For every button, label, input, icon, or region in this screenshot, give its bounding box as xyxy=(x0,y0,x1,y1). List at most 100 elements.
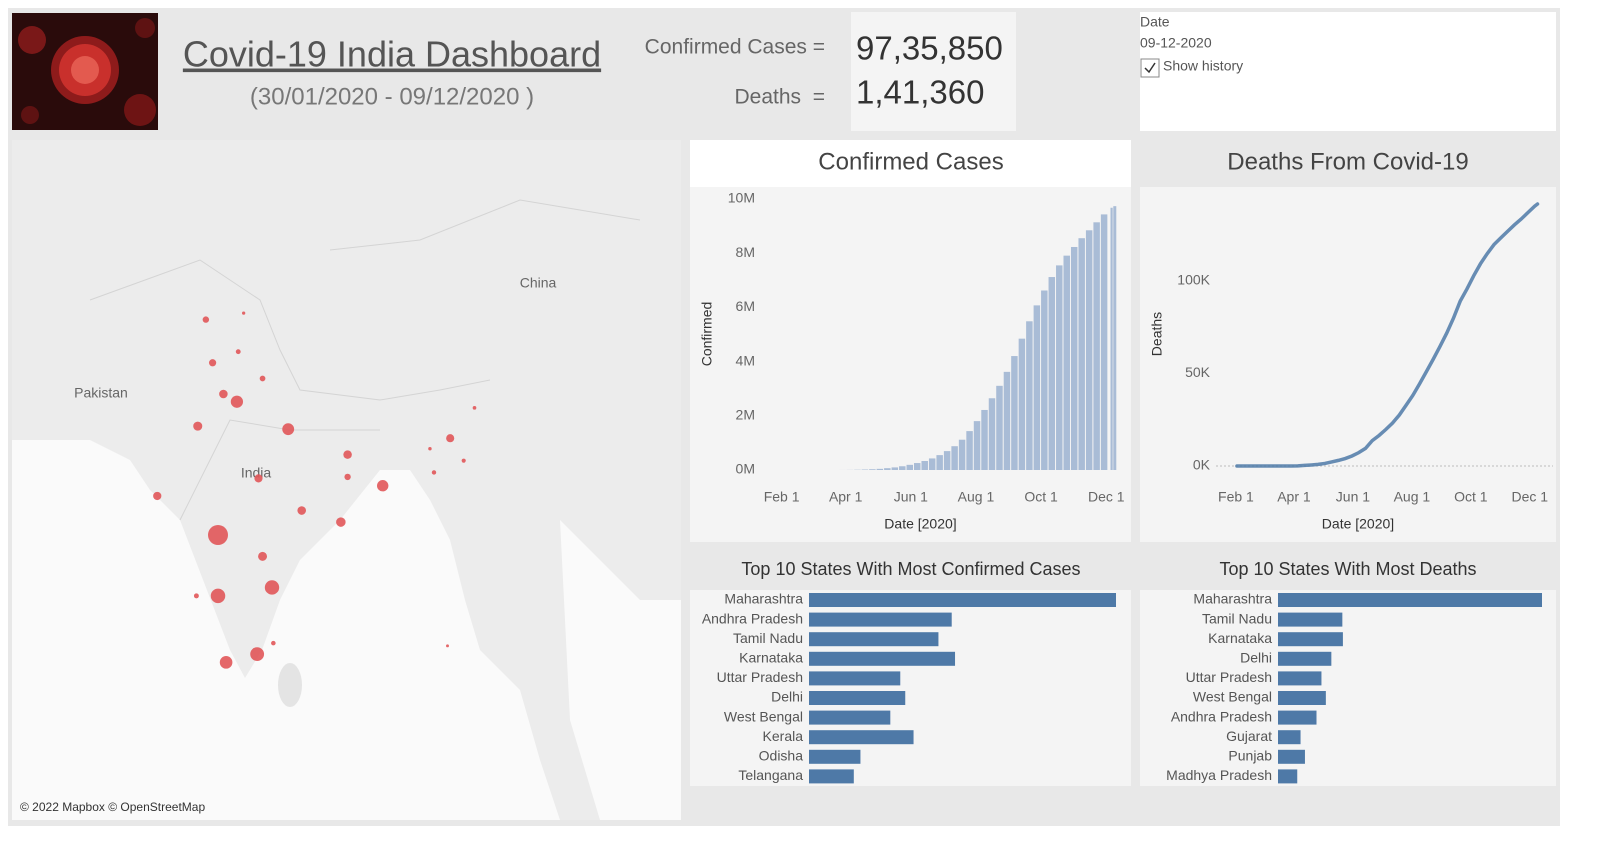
state-bubble xyxy=(153,491,162,501)
y-tick-label: 6M xyxy=(736,298,755,314)
dashboard-title: Covid-19 India Dashboard xyxy=(183,34,601,75)
bar xyxy=(1278,593,1542,607)
filter-value[interactable]: 09-12-2020 xyxy=(1140,35,1212,51)
bar xyxy=(1063,255,1070,470)
state-bubble xyxy=(344,473,351,481)
bar xyxy=(1113,206,1117,471)
state-bubble xyxy=(250,647,265,662)
category-label: Tamil Nadu xyxy=(1202,610,1272,626)
state-bubble xyxy=(428,446,432,451)
bar xyxy=(1278,671,1322,686)
category-label: Kerala xyxy=(763,728,804,744)
state-bubble xyxy=(210,588,226,604)
state-bubble xyxy=(446,434,455,443)
checkbox[interactable] xyxy=(1140,58,1160,78)
state-bubble xyxy=(230,395,244,408)
bar xyxy=(809,769,854,784)
confirmed-label: Confirmed Cases = xyxy=(645,36,825,59)
x-axis-title: Date [2020] xyxy=(1322,516,1394,532)
bar xyxy=(1278,651,1332,666)
x-tick-label: Apr 1 xyxy=(829,489,863,505)
bar xyxy=(1278,691,1326,705)
state-bubble xyxy=(446,644,449,648)
category-label: Maharashtra xyxy=(724,591,803,607)
state-bubble xyxy=(219,656,233,669)
x-tick-label: Apr 1 xyxy=(1277,489,1311,505)
category-label: Gujarat xyxy=(1226,728,1272,744)
x-tick-label: Feb 1 xyxy=(764,489,800,505)
virus-image xyxy=(12,13,158,130)
bar xyxy=(1278,612,1343,627)
bar xyxy=(1011,356,1018,470)
filter-label: Date xyxy=(1140,14,1170,30)
bar xyxy=(1070,246,1078,470)
x-tick-label: Aug 1 xyxy=(958,489,995,505)
bar xyxy=(981,409,988,470)
state-bubble xyxy=(258,551,268,561)
bar xyxy=(966,431,973,470)
category-label: Uttar Pradesh xyxy=(1186,669,1272,685)
bar xyxy=(1110,207,1113,470)
bar xyxy=(1278,769,1298,784)
state-bubble xyxy=(336,517,346,527)
state-bubble xyxy=(208,525,228,545)
bar xyxy=(1093,222,1100,470)
x-tick-label: Feb 1 xyxy=(1218,489,1254,505)
x-tick-label: Dec 1 xyxy=(1088,489,1125,505)
state-bubble xyxy=(193,593,199,599)
bar xyxy=(809,749,861,764)
category-label: Telangana xyxy=(738,767,803,783)
bar xyxy=(869,469,876,470)
plot-area xyxy=(1140,187,1556,542)
bar xyxy=(996,385,1003,470)
category-label: Tamil Nadu xyxy=(733,630,803,646)
bar xyxy=(809,730,914,745)
bar xyxy=(1026,321,1033,470)
bar xyxy=(809,691,906,705)
bar xyxy=(928,458,936,470)
bar xyxy=(913,463,921,470)
category-label: West Bengal xyxy=(1193,689,1272,705)
bar xyxy=(1056,265,1063,470)
date-range: (30/01/2020 - 09/12/2020 ) xyxy=(250,83,534,110)
checkmark xyxy=(1144,62,1156,74)
confirmed-value: 97,35,850 xyxy=(856,30,1003,67)
bar xyxy=(809,593,1116,607)
state-bubble xyxy=(431,470,437,475)
checkbox-label[interactable]: Show history xyxy=(1163,58,1243,74)
state-bubble xyxy=(202,316,210,323)
deaths-value: 1,41,360 xyxy=(856,74,984,111)
kpi-box xyxy=(851,12,1016,131)
category-label: Delhi xyxy=(1240,650,1272,666)
map-label: India xyxy=(241,465,272,481)
bar xyxy=(809,671,901,686)
y-tick-label: 8M xyxy=(736,244,755,260)
x-tick-label: Aug 1 xyxy=(1394,489,1431,505)
category-label: West Bengal xyxy=(724,708,803,724)
x-tick-label: Oct 1 xyxy=(1024,489,1058,505)
bar xyxy=(951,446,958,470)
y-tick-label: 2M xyxy=(736,407,755,423)
category-label: Uttar Pradesh xyxy=(717,669,803,685)
category-label: Delhi xyxy=(771,689,803,705)
state-bubble xyxy=(242,311,246,315)
category-label: Maharashtra xyxy=(1193,591,1272,607)
x-axis-title: Date [2020] xyxy=(884,516,956,532)
deaths-label: Deaths = xyxy=(735,86,825,109)
y-tick-label: 0K xyxy=(1193,457,1211,473)
bar xyxy=(988,398,996,470)
bar xyxy=(809,651,956,666)
category-label: Karnataka xyxy=(1208,630,1272,646)
map-background xyxy=(12,140,681,820)
map-label: China xyxy=(520,275,557,291)
bar xyxy=(809,632,939,647)
x-tick-label: Dec 1 xyxy=(1512,489,1549,505)
category-label: Punjab xyxy=(1228,748,1272,764)
bar xyxy=(1018,338,1026,470)
bar xyxy=(973,421,981,470)
state-bubble xyxy=(376,480,389,492)
state-bubble xyxy=(271,640,276,646)
bar xyxy=(906,464,913,470)
chart-title: Deaths From Covid-19 xyxy=(1227,148,1468,175)
